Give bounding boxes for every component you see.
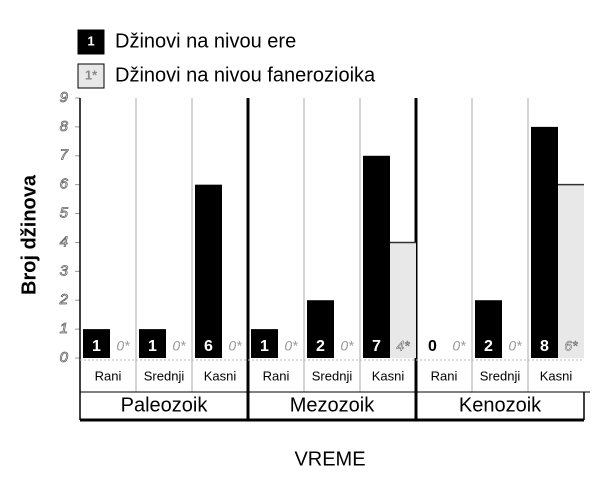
- group-label: Mezozoik: [290, 394, 375, 416]
- y-tick-label: 0: [60, 349, 69, 366]
- y-tick-label: 5: [60, 205, 69, 222]
- x-tick-label: Kasni: [540, 368, 573, 383]
- value-label: 2: [484, 338, 493, 355]
- value-label: 7: [372, 338, 381, 355]
- value-label: 1: [92, 338, 101, 355]
- value-label: 0*: [340, 338, 354, 354]
- legend-swatch-label: 1*: [85, 67, 98, 82]
- group-label: Kenozoik: [459, 394, 542, 416]
- legend-swatch: [77, 63, 105, 89]
- x-tick-label: Rani: [431, 368, 458, 383]
- y-tick-label: 6: [60, 176, 69, 193]
- x-tick-label: Rani: [263, 368, 290, 383]
- bar: [251, 329, 278, 358]
- bar: [195, 184, 222, 358]
- x-tick-label: Srednji: [480, 368, 521, 383]
- legend-swatch-label: 1: [87, 33, 94, 48]
- value-label: 8: [540, 338, 549, 355]
- y-tick-label: 3: [60, 262, 69, 279]
- x-tick-label: Srednji: [312, 368, 353, 383]
- y-tick-label: 7: [60, 147, 69, 164]
- y-tick-label: 2: [59, 291, 69, 308]
- x-tick-label: Kasni: [372, 368, 405, 383]
- y-tick-label: 1: [60, 320, 68, 337]
- value-label: 0: [428, 338, 437, 355]
- y-tick-label: 8: [60, 118, 69, 135]
- value-label: 0*: [172, 338, 186, 354]
- value-label: 0*: [508, 338, 522, 354]
- bar: [558, 184, 584, 358]
- value-label: 1: [260, 338, 269, 355]
- x-tick-label: Rani: [95, 368, 122, 383]
- value-label: 4*: [396, 338, 410, 354]
- group-label: Paleozoik: [121, 394, 209, 416]
- y-tick-label: 4: [60, 233, 68, 250]
- legend-label: Džinovi na nivou ere: [115, 30, 296, 52]
- value-label: 0*: [116, 338, 130, 354]
- value-label: 0*: [228, 338, 242, 354]
- bar: [363, 155, 390, 358]
- bar: [83, 329, 110, 358]
- x-tick-label: Srednji: [144, 368, 185, 383]
- legend-label: Džinovi na nivou fanerozioika: [115, 64, 376, 86]
- legend-swatch: [77, 29, 105, 55]
- bar: [475, 300, 502, 358]
- bar: [307, 300, 334, 358]
- x-tick-label: Kasni: [204, 368, 237, 383]
- bar: [390, 242, 416, 358]
- value-label: 6*: [564, 338, 578, 354]
- value-label: 0*: [284, 338, 298, 354]
- value-label: 2: [316, 338, 325, 355]
- x-axis-label: VREME: [294, 448, 365, 470]
- value-label: 6: [204, 338, 213, 355]
- bar: [531, 126, 558, 358]
- bar: [139, 329, 166, 358]
- y-axis-label: Broj džinova: [18, 174, 40, 295]
- value-label: 0*: [452, 338, 466, 354]
- y-tick-label: 9: [60, 89, 69, 106]
- value-label: 1: [148, 338, 157, 355]
